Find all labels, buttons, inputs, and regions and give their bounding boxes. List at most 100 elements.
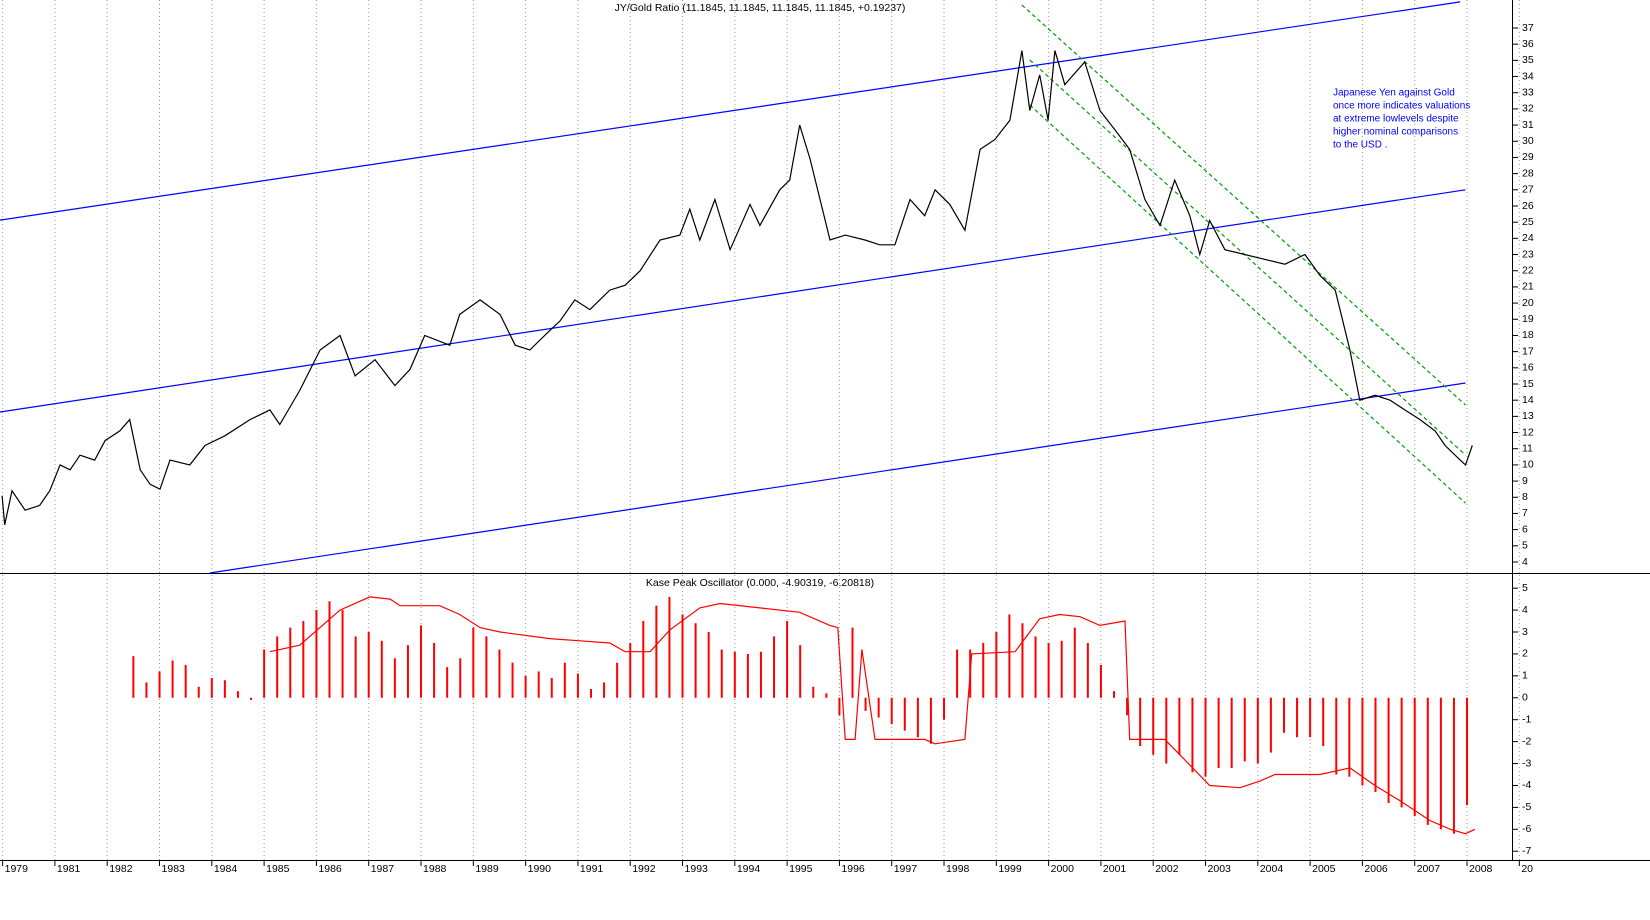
bar [1230, 697, 1233, 768]
bar [1217, 697, 1220, 768]
y-tick-label: 15 [1522, 378, 1534, 390]
bar [171, 660, 174, 698]
bar [929, 697, 932, 744]
bar [616, 662, 619, 698]
bar [524, 675, 527, 698]
trend-line [209, 382, 1466, 574]
y-tick-label: 24 [1522, 232, 1534, 244]
bar [1296, 697, 1299, 738]
y-tick-label: 17 [1522, 345, 1534, 357]
x-tick-label: 1996 [841, 863, 865, 875]
bar [197, 686, 200, 698]
y-tick-label: 7 [1522, 507, 1528, 519]
bar [1034, 636, 1037, 698]
bar [145, 682, 148, 698]
bar [707, 632, 710, 698]
y-tick-label: -4 [1522, 779, 1531, 791]
x-tick-label: 2002 [1155, 863, 1179, 875]
bar [1374, 697, 1377, 793]
bar [720, 649, 723, 698]
y-tick-label: 37 [1522, 22, 1534, 34]
y-tick-label: 5 [1522, 582, 1528, 594]
bar [694, 623, 697, 698]
y-tick-label: 26 [1522, 200, 1534, 212]
y-tick-label: 3 [1522, 626, 1528, 638]
y-tick-label: 33 [1522, 87, 1534, 99]
y-tick-label: 18 [1522, 329, 1534, 341]
y-tick-label: 25 [1522, 216, 1534, 228]
bar [1439, 697, 1442, 830]
bar [1047, 642, 1050, 698]
bar [1139, 697, 1142, 746]
bar [1165, 697, 1168, 764]
trend-line [0, 1, 1461, 221]
bar [250, 697, 253, 700]
bar [903, 697, 906, 731]
bar [746, 653, 749, 698]
y-tick-label: 28 [1522, 167, 1534, 179]
bar [982, 642, 985, 698]
bar [1060, 640, 1063, 698]
trend-line [0, 189, 1466, 413]
x-tick-label: 2006 [1364, 863, 1388, 875]
annotation: Japanese Yen against Gold [1333, 88, 1455, 99]
bar [1282, 697, 1285, 733]
y-tick-label: 12 [1522, 426, 1534, 438]
x-tick-label: 1993 [685, 863, 709, 875]
bar [1322, 697, 1325, 746]
x-tick-label: 2005 [1312, 863, 1336, 875]
chart-title: Kase Peak Oscillator (0.000, -4.90319, -… [646, 577, 874, 589]
bar [589, 689, 592, 698]
bar [1178, 697, 1181, 755]
x-tick-label: 2007 [1417, 863, 1441, 875]
series-line [269, 596, 1476, 835]
y-tick-label: -3 [1522, 757, 1531, 769]
y-tick-label: 31 [1522, 119, 1534, 131]
y-tick-label: 13 [1522, 410, 1534, 422]
bar [890, 697, 893, 725]
bar [184, 664, 187, 698]
bar [1426, 697, 1429, 825]
y-tick-label: 29 [1522, 151, 1534, 163]
y-tick-label: 20 [1522, 297, 1534, 309]
chart-title: JY/Gold Ratio (11.1845, 11.1845, 11.1845… [615, 2, 906, 14]
y-tick-label: 1 [1522, 670, 1528, 682]
bar [812, 686, 815, 698]
bar [576, 673, 579, 698]
y-tick-label: 10 [1522, 459, 1534, 471]
x-tick-label: 1991 [580, 863, 604, 875]
bar [655, 605, 658, 698]
bar [1021, 623, 1024, 698]
annotation: to the USD . [1333, 140, 1387, 151]
bar [759, 651, 762, 698]
bar [1126, 697, 1129, 716]
y-tick-label: 35 [1522, 54, 1534, 66]
bar [485, 636, 488, 698]
bar [263, 649, 266, 698]
bar [367, 632, 370, 698]
x-tick-label: 1998 [946, 863, 970, 875]
bar [851, 627, 854, 698]
annotation: at extreme lowlevels despite [1333, 114, 1459, 125]
y-tick-label: -2 [1522, 735, 1531, 747]
bar [864, 697, 867, 711]
bar [380, 640, 383, 698]
x-tick-label: 1984 [214, 863, 238, 875]
bar [733, 651, 736, 698]
bar [1387, 697, 1390, 803]
bar [210, 678, 213, 698]
y-tick-label: 16 [1522, 362, 1534, 374]
bar [1008, 614, 1011, 698]
bar [838, 697, 841, 716]
bar [1073, 627, 1076, 698]
x-tick-label: 1981 [57, 863, 81, 875]
bar [825, 693, 828, 698]
x-tick-label: 1999 [998, 863, 1022, 875]
bar [328, 601, 331, 698]
bar [943, 697, 946, 720]
y-tick-label: 6 [1522, 523, 1528, 535]
bar [276, 636, 279, 698]
bar [1335, 697, 1338, 775]
trend-line [1021, 4, 1466, 406]
y-tick-label: 4 [1522, 556, 1528, 568]
